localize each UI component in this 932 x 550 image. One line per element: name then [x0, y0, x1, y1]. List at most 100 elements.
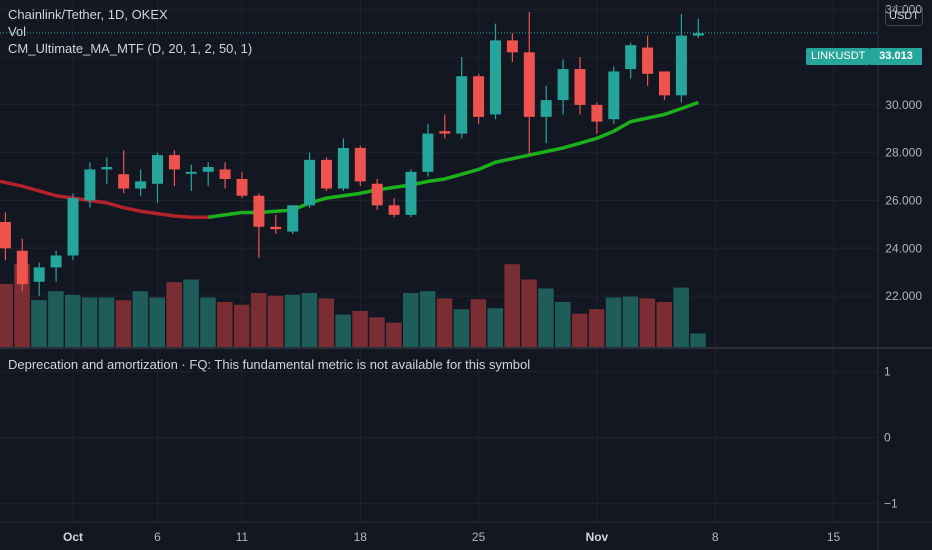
candle[interactable] [304, 152, 316, 208]
candle-body [388, 205, 400, 215]
volume-bar [234, 304, 250, 347]
candle[interactable] [456, 57, 468, 139]
candle[interactable] [692, 18, 704, 38]
candle[interactable] [659, 71, 670, 101]
candle[interactable] [321, 157, 332, 191]
candle-body [405, 171, 417, 215]
price-tick-label: 24.000 [885, 241, 922, 255]
candle[interactable] [253, 193, 265, 258]
lower-pane-axis[interactable]: 1 0 −1 [884, 365, 898, 511]
candle[interactable] [473, 73, 485, 125]
time-tick-label: 11 [236, 530, 249, 544]
candle[interactable] [371, 178, 383, 211]
lower-tick-label: 1 [884, 365, 891, 379]
candle-body [67, 198, 79, 256]
candle[interactable] [236, 171, 248, 199]
candle-body [506, 40, 518, 53]
symbol-legend[interactable]: Chainlink/Tether, 1D, OKEX [8, 7, 168, 22]
candle[interactable] [219, 162, 231, 189]
candlesticks[interactable] [0, 11, 704, 297]
candle[interactable] [0, 212, 11, 261]
volume-bar [318, 298, 334, 347]
candle[interactable] [337, 138, 349, 191]
volume-bar [81, 297, 98, 347]
candle[interactable] [422, 124, 434, 177]
price-tick-label: 26.000 [885, 194, 922, 208]
time-axis[interactable]: Oct 6 11 18 25 Nov 8 15 [63, 530, 841, 544]
volume-bar [555, 302, 571, 347]
candle[interactable] [33, 262, 45, 297]
symbol-price-tag: LINKUSDT [806, 48, 871, 65]
candle[interactable] [270, 214, 282, 234]
volume-bar [419, 291, 436, 347]
candle[interactable] [135, 169, 147, 196]
candle[interactable] [202, 162, 214, 187]
volume-bar [14, 264, 30, 347]
candle-body [625, 45, 637, 70]
candle[interactable] [675, 14, 687, 103]
volume-bar [335, 314, 351, 347]
candle-body [371, 183, 383, 206]
candle[interactable] [591, 102, 603, 134]
candle[interactable] [540, 85, 552, 144]
candle[interactable] [574, 57, 586, 115]
candle[interactable] [50, 250, 62, 282]
candle-body [591, 104, 603, 122]
candle[interactable] [118, 150, 130, 194]
candle[interactable] [84, 162, 96, 208]
candle[interactable] [642, 35, 654, 86]
price-tick-label: 30.000 [885, 98, 922, 112]
candle[interactable] [490, 23, 501, 120]
candle-body [168, 155, 180, 170]
candle[interactable] [354, 145, 366, 187]
time-tick-label: 25 [472, 530, 486, 544]
candle[interactable] [506, 33, 518, 62]
volume-bar [572, 313, 588, 347]
candle-body [287, 205, 299, 232]
candle[interactable] [16, 238, 28, 292]
currency-unit-button[interactable]: USDT [885, 6, 923, 26]
candle[interactable] [439, 114, 451, 139]
volume-bars [0, 264, 706, 347]
candle[interactable] [101, 157, 113, 184]
candle[interactable] [67, 193, 79, 261]
volume-bar [0, 284, 13, 347]
volume-bar [538, 288, 554, 347]
candle[interactable] [557, 59, 569, 115]
candle[interactable] [625, 42, 637, 79]
volume-bar [267, 295, 284, 347]
price-tick-label: 34.000 [885, 2, 922, 16]
candle-body [574, 69, 586, 105]
candle-body [692, 33, 704, 36]
volume-bar [301, 293, 318, 347]
volume-bar [166, 282, 182, 347]
candle[interactable] [523, 11, 535, 156]
candle[interactable] [287, 205, 299, 234]
candle[interactable] [608, 66, 620, 125]
volume-bar [656, 302, 672, 347]
candle-body [202, 167, 214, 172]
indicator-legend[interactable]: CM_Ultimate_MA_MTF (D, 20, 1, 2, 50, 1) [8, 41, 253, 56]
volume-bar [453, 309, 470, 347]
candle-body [236, 178, 248, 196]
candle-body [557, 69, 569, 101]
volume-bar [521, 279, 537, 347]
volume-bar [183, 279, 199, 347]
volume-bar [132, 291, 149, 347]
candle-body [270, 226, 282, 230]
volume-bar [115, 300, 132, 347]
candle-body [50, 255, 62, 268]
candle[interactable] [168, 150, 180, 187]
candle-body [675, 35, 687, 96]
candle[interactable] [185, 164, 197, 191]
volume-bar [200, 297, 216, 347]
candle-body [337, 147, 349, 189]
volume-bar [98, 297, 115, 347]
indicator-message: Deprecation and amortization · FQ: This … [8, 357, 531, 372]
candle[interactable] [388, 198, 400, 218]
candle[interactable] [152, 152, 163, 203]
volume-legend[interactable]: Vol [8, 24, 27, 39]
candle[interactable] [405, 169, 417, 218]
last-price-tag: 33.013 [870, 48, 922, 65]
